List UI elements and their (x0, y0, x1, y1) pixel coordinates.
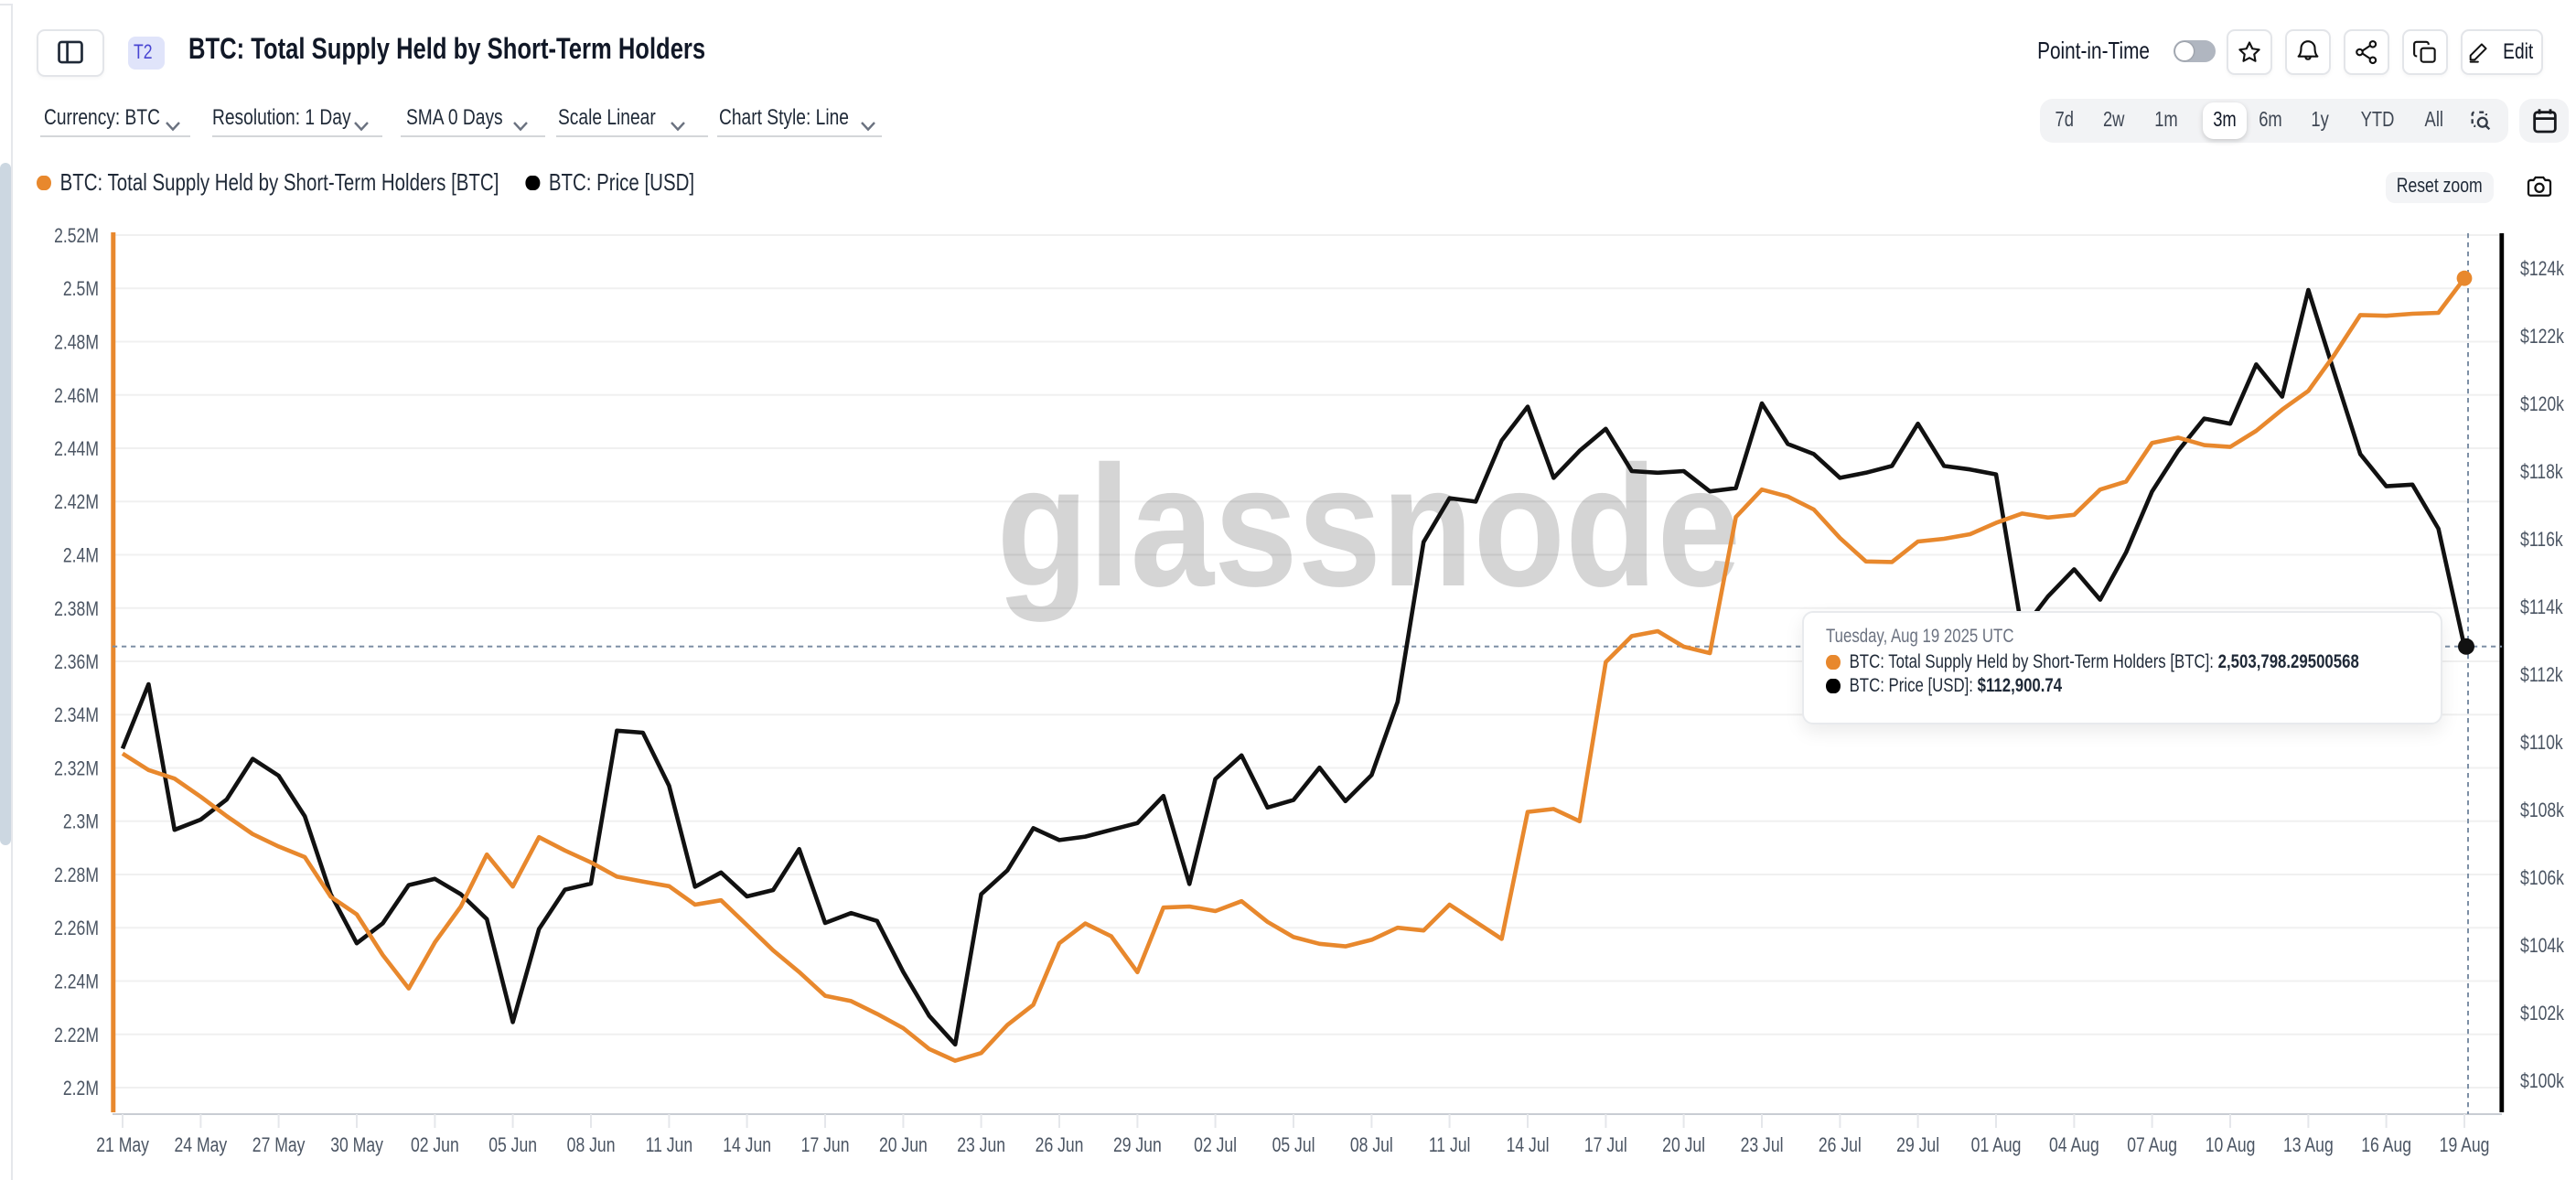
svg-text:02 Jul: 02 Jul (1194, 1134, 1237, 1156)
svg-text:01 Aug: 01 Aug (1971, 1134, 2022, 1156)
svg-text:26 Jul: 26 Jul (1819, 1134, 1862, 1156)
svg-text:2.44M: 2.44M (54, 438, 99, 460)
svg-text:23 Jul: 23 Jul (1741, 1134, 1784, 1156)
svg-text:2.42M: 2.42M (54, 491, 99, 513)
svg-text:$106k: $106k (2520, 867, 2564, 889)
svg-text:$102k: $102k (2520, 1003, 2564, 1024)
svg-text:13 Aug: 13 Aug (2283, 1134, 2334, 1156)
svg-text:11 Jun: 11 Jun (646, 1134, 693, 1156)
svg-text:19 Aug: 19 Aug (2440, 1134, 2490, 1156)
svg-text:2.32M: 2.32M (54, 758, 99, 780)
svg-text:2.26M: 2.26M (54, 917, 99, 939)
svg-text:$124k: $124k (2520, 258, 2564, 280)
svg-text:$116k: $116k (2520, 529, 2563, 551)
svg-text:$122k: $122k (2520, 326, 2564, 348)
svg-text:$104k: $104k (2520, 935, 2564, 957)
svg-text:11 Jul: 11 Jul (1429, 1134, 1471, 1156)
svg-text:17 Jun: 17 Jun (801, 1134, 850, 1156)
svg-text:2.2M: 2.2M (63, 1078, 99, 1100)
svg-text:2.34M: 2.34M (54, 704, 99, 726)
svg-text:05 Jul: 05 Jul (1272, 1134, 1315, 1156)
svg-text:16 Aug: 16 Aug (2361, 1134, 2411, 1156)
svg-text:$114k: $114k (2520, 596, 2563, 618)
svg-text:05 Jun: 05 Jun (488, 1134, 537, 1156)
svg-text:21 May: 21 May (96, 1134, 149, 1156)
svg-text:$112k: $112k (2520, 664, 2563, 686)
svg-text:2.24M: 2.24M (54, 971, 99, 993)
svg-text:29 Jun: 29 Jun (1113, 1134, 1162, 1156)
svg-text:$100k: $100k (2520, 1070, 2564, 1092)
svg-text:glassnode: glassnode (996, 431, 1741, 623)
svg-text:2.46M: 2.46M (54, 385, 99, 407)
svg-text:17 Jul: 17 Jul (1584, 1134, 1627, 1156)
svg-text:10 Aug: 10 Aug (2206, 1134, 2256, 1156)
svg-text:2.28M: 2.28M (54, 864, 99, 886)
svg-text:26 Jun: 26 Jun (1036, 1134, 1084, 1156)
svg-text:$110k: $110k (2520, 732, 2563, 754)
svg-text:08 Jul: 08 Jul (1350, 1134, 1393, 1156)
svg-text:02 Jun: 02 Jun (411, 1134, 459, 1156)
svg-text:2.48M: 2.48M (54, 332, 99, 354)
svg-text:2.36M: 2.36M (54, 651, 99, 673)
svg-text:2.22M: 2.22M (54, 1024, 99, 1046)
svg-text:$118k: $118k (2520, 461, 2563, 483)
svg-text:$108k: $108k (2520, 799, 2564, 821)
svg-text:27 May: 27 May (252, 1134, 306, 1156)
svg-text:20 Jun: 20 Jun (879, 1134, 928, 1156)
svg-text:14 Jun: 14 Jun (723, 1134, 771, 1156)
svg-text:07 Aug: 07 Aug (2127, 1134, 2177, 1156)
svg-text:29 Jul: 29 Jul (1896, 1134, 1939, 1156)
svg-text:$120k: $120k (2520, 393, 2564, 415)
svg-text:04 Aug: 04 Aug (2049, 1134, 2099, 1156)
svg-text:2.3M: 2.3M (63, 811, 99, 833)
svg-text:23 Jun: 23 Jun (957, 1134, 1005, 1156)
svg-text:14 Jul: 14 Jul (1507, 1134, 1550, 1156)
svg-text:2.52M: 2.52M (54, 225, 99, 247)
svg-text:2.38M: 2.38M (54, 598, 99, 620)
svg-text:08 Jun: 08 Jun (567, 1134, 616, 1156)
svg-text:20 Jul: 20 Jul (1662, 1134, 1705, 1156)
svg-text:24 May: 24 May (175, 1134, 228, 1156)
svg-text:2.4M: 2.4M (63, 545, 99, 567)
svg-text:2.5M: 2.5M (63, 278, 99, 300)
svg-text:30 May: 30 May (330, 1134, 383, 1156)
